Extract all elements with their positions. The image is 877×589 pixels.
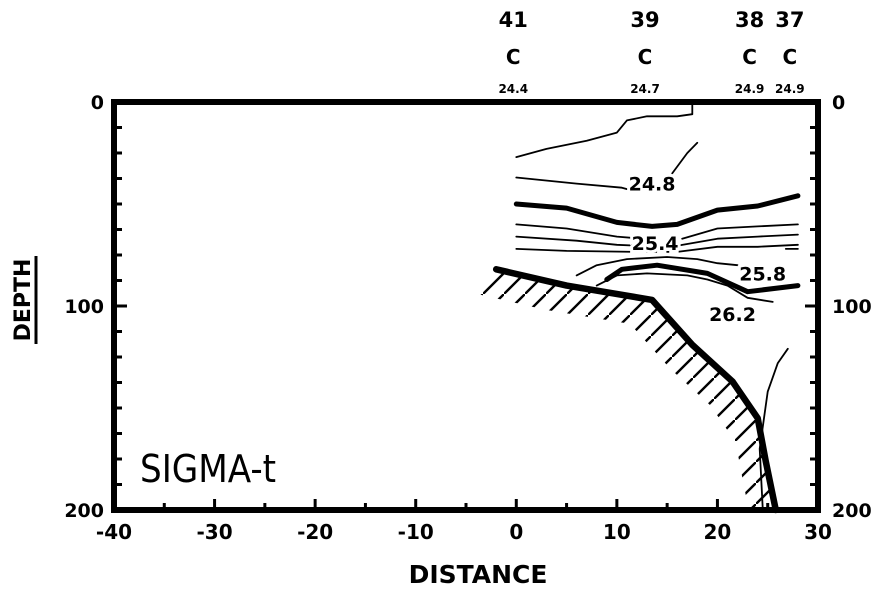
- x-tick-label: 10: [603, 520, 631, 544]
- y-tick-label-right: 100: [832, 296, 872, 318]
- contour-label-26-2: 26.2: [709, 304, 756, 326]
- station-number: 37: [775, 8, 804, 32]
- contour-label-24-8: 24.8: [629, 174, 676, 196]
- station-surface-value: 24.9: [735, 82, 765, 96]
- x-axis-title: DISTANCE: [409, 560, 548, 589]
- x-tick-label: -40: [96, 520, 132, 544]
- x-tick-label: 0: [509, 520, 523, 544]
- sigma-contour-5: [515, 235, 641, 247]
- chart-title: SIGMA-t: [140, 447, 276, 491]
- y-tick-label-left: 0: [91, 92, 104, 114]
- station-number: 39: [630, 8, 659, 32]
- sigma-contour-9: [595, 272, 774, 303]
- station-surface-value: 24.9: [775, 82, 805, 96]
- y-tick-label-left: 100: [64, 296, 104, 318]
- bottom-profile-line: [492, 266, 780, 514]
- station-type: C: [638, 45, 653, 69]
- sigma-contour-6: [676, 233, 799, 247]
- sigma-contour-8: [575, 256, 739, 277]
- x-tick-label: -10: [398, 520, 434, 544]
- station-type: C: [506, 45, 521, 69]
- sigma-contour-2: [671, 141, 699, 175]
- station-surface-value: 24.4: [498, 82, 528, 96]
- x-tick-label: 30: [804, 520, 832, 544]
- station-type: C: [742, 45, 757, 69]
- station-type: C: [782, 45, 797, 69]
- sigma-contour-0: [515, 103, 694, 158]
- y-tick-label-right: 200: [832, 500, 872, 522]
- station-number: 38: [735, 8, 764, 32]
- sigma-contour-11: [758, 347, 789, 509]
- y-tick-label-left: 200: [64, 500, 104, 522]
- y-axis-title: DEPTH: [11, 259, 36, 342]
- sigma-contour-3: [515, 223, 643, 240]
- sigma-contour-4: [681, 223, 799, 240]
- sigma-contour-7: [515, 243, 799, 253]
- x-tick-label: 20: [704, 520, 732, 544]
- contour-label-25-4: 25.4: [632, 233, 679, 255]
- heavy-sigma-contour-1: [604, 262, 801, 295]
- station-number: 41: [499, 8, 528, 32]
- sigma-contour-1: [515, 176, 638, 193]
- x-tick-label: -20: [297, 520, 333, 544]
- y-tick-label-right: 0: [832, 92, 845, 114]
- heavy-sigma-contour-0: [513, 193, 801, 229]
- station-surface-value: 24.7: [630, 82, 660, 96]
- contour-label-25-8: 25.8: [739, 263, 786, 285]
- x-tick-label: -30: [197, 520, 233, 544]
